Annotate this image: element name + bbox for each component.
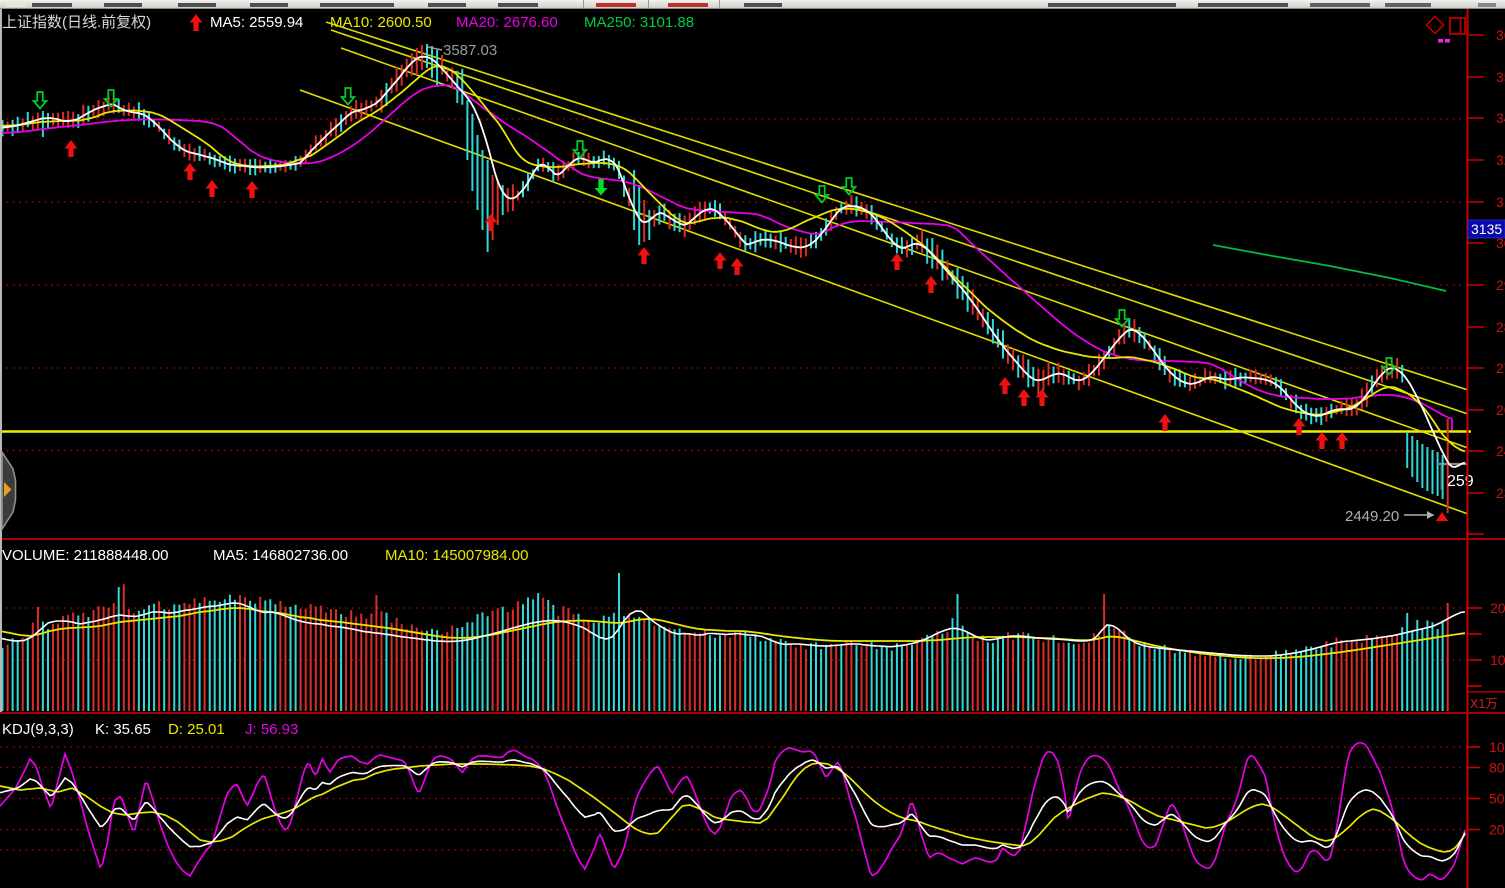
svg-text:100: 100 <box>1489 739 1505 755</box>
svg-text:D: 25.01: D: 25.01 <box>168 721 225 738</box>
svg-text:K: 35.65: K: 35.65 <box>95 721 151 738</box>
svg-text:3587.03: 3587.03 <box>443 42 497 59</box>
svg-text:MA10: 2600.50: MA10: 2600.50 <box>330 14 432 31</box>
svg-text:260: 260 <box>1496 402 1505 418</box>
svg-text:X1万: X1万 <box>1470 697 1498 711</box>
svg-text:363: 363 <box>1496 27 1505 43</box>
svg-text:KDJ(9,3,3): KDJ(9,3,3) <box>2 721 74 738</box>
svg-text:340: 340 <box>1496 110 1505 126</box>
svg-text:50: 50 <box>1489 791 1505 807</box>
svg-text:249: 249 <box>1496 443 1505 459</box>
svg-text:294: 294 <box>1496 277 1505 293</box>
svg-text:351: 351 <box>1496 69 1505 85</box>
svg-text:2449.20: 2449.20 <box>1345 508 1399 525</box>
svg-text:3135: 3135 <box>1471 221 1502 237</box>
svg-text:MA250: 3101.88: MA250: 3101.88 <box>584 14 694 31</box>
svg-text:329: 329 <box>1496 152 1505 168</box>
svg-text:MA5: 146802736.00: MA5: 146802736.00 <box>213 547 348 564</box>
svg-text:MA10: 145007984.00: MA10: 145007984.00 <box>385 547 528 564</box>
svg-text:272: 272 <box>1496 360 1505 376</box>
svg-text:2000: 2000 <box>1490 600 1505 616</box>
svg-text:J: 56.93: J: 56.93 <box>245 721 298 738</box>
svg-text:MA20: 2676.60: MA20: 2676.60 <box>456 14 558 31</box>
svg-text:上证指数(日线.前复权): 上证指数(日线.前复权) <box>2 13 151 31</box>
svg-text:317: 317 <box>1496 194 1505 210</box>
svg-text:283: 283 <box>1496 319 1505 335</box>
svg-text:MA5: 2559.94: MA5: 2559.94 <box>210 14 303 31</box>
svg-text:306: 306 <box>1496 235 1505 251</box>
svg-text:20: 20 <box>1489 822 1505 838</box>
svg-text:80: 80 <box>1489 760 1505 776</box>
svg-text:1000: 1000 <box>1490 652 1505 668</box>
svg-text:237: 237 <box>1496 485 1505 501</box>
svg-text:259: 259 <box>1447 473 1474 490</box>
svg-text:VOLUME: 211888448.00: VOLUME: 211888448.00 <box>2 547 169 564</box>
